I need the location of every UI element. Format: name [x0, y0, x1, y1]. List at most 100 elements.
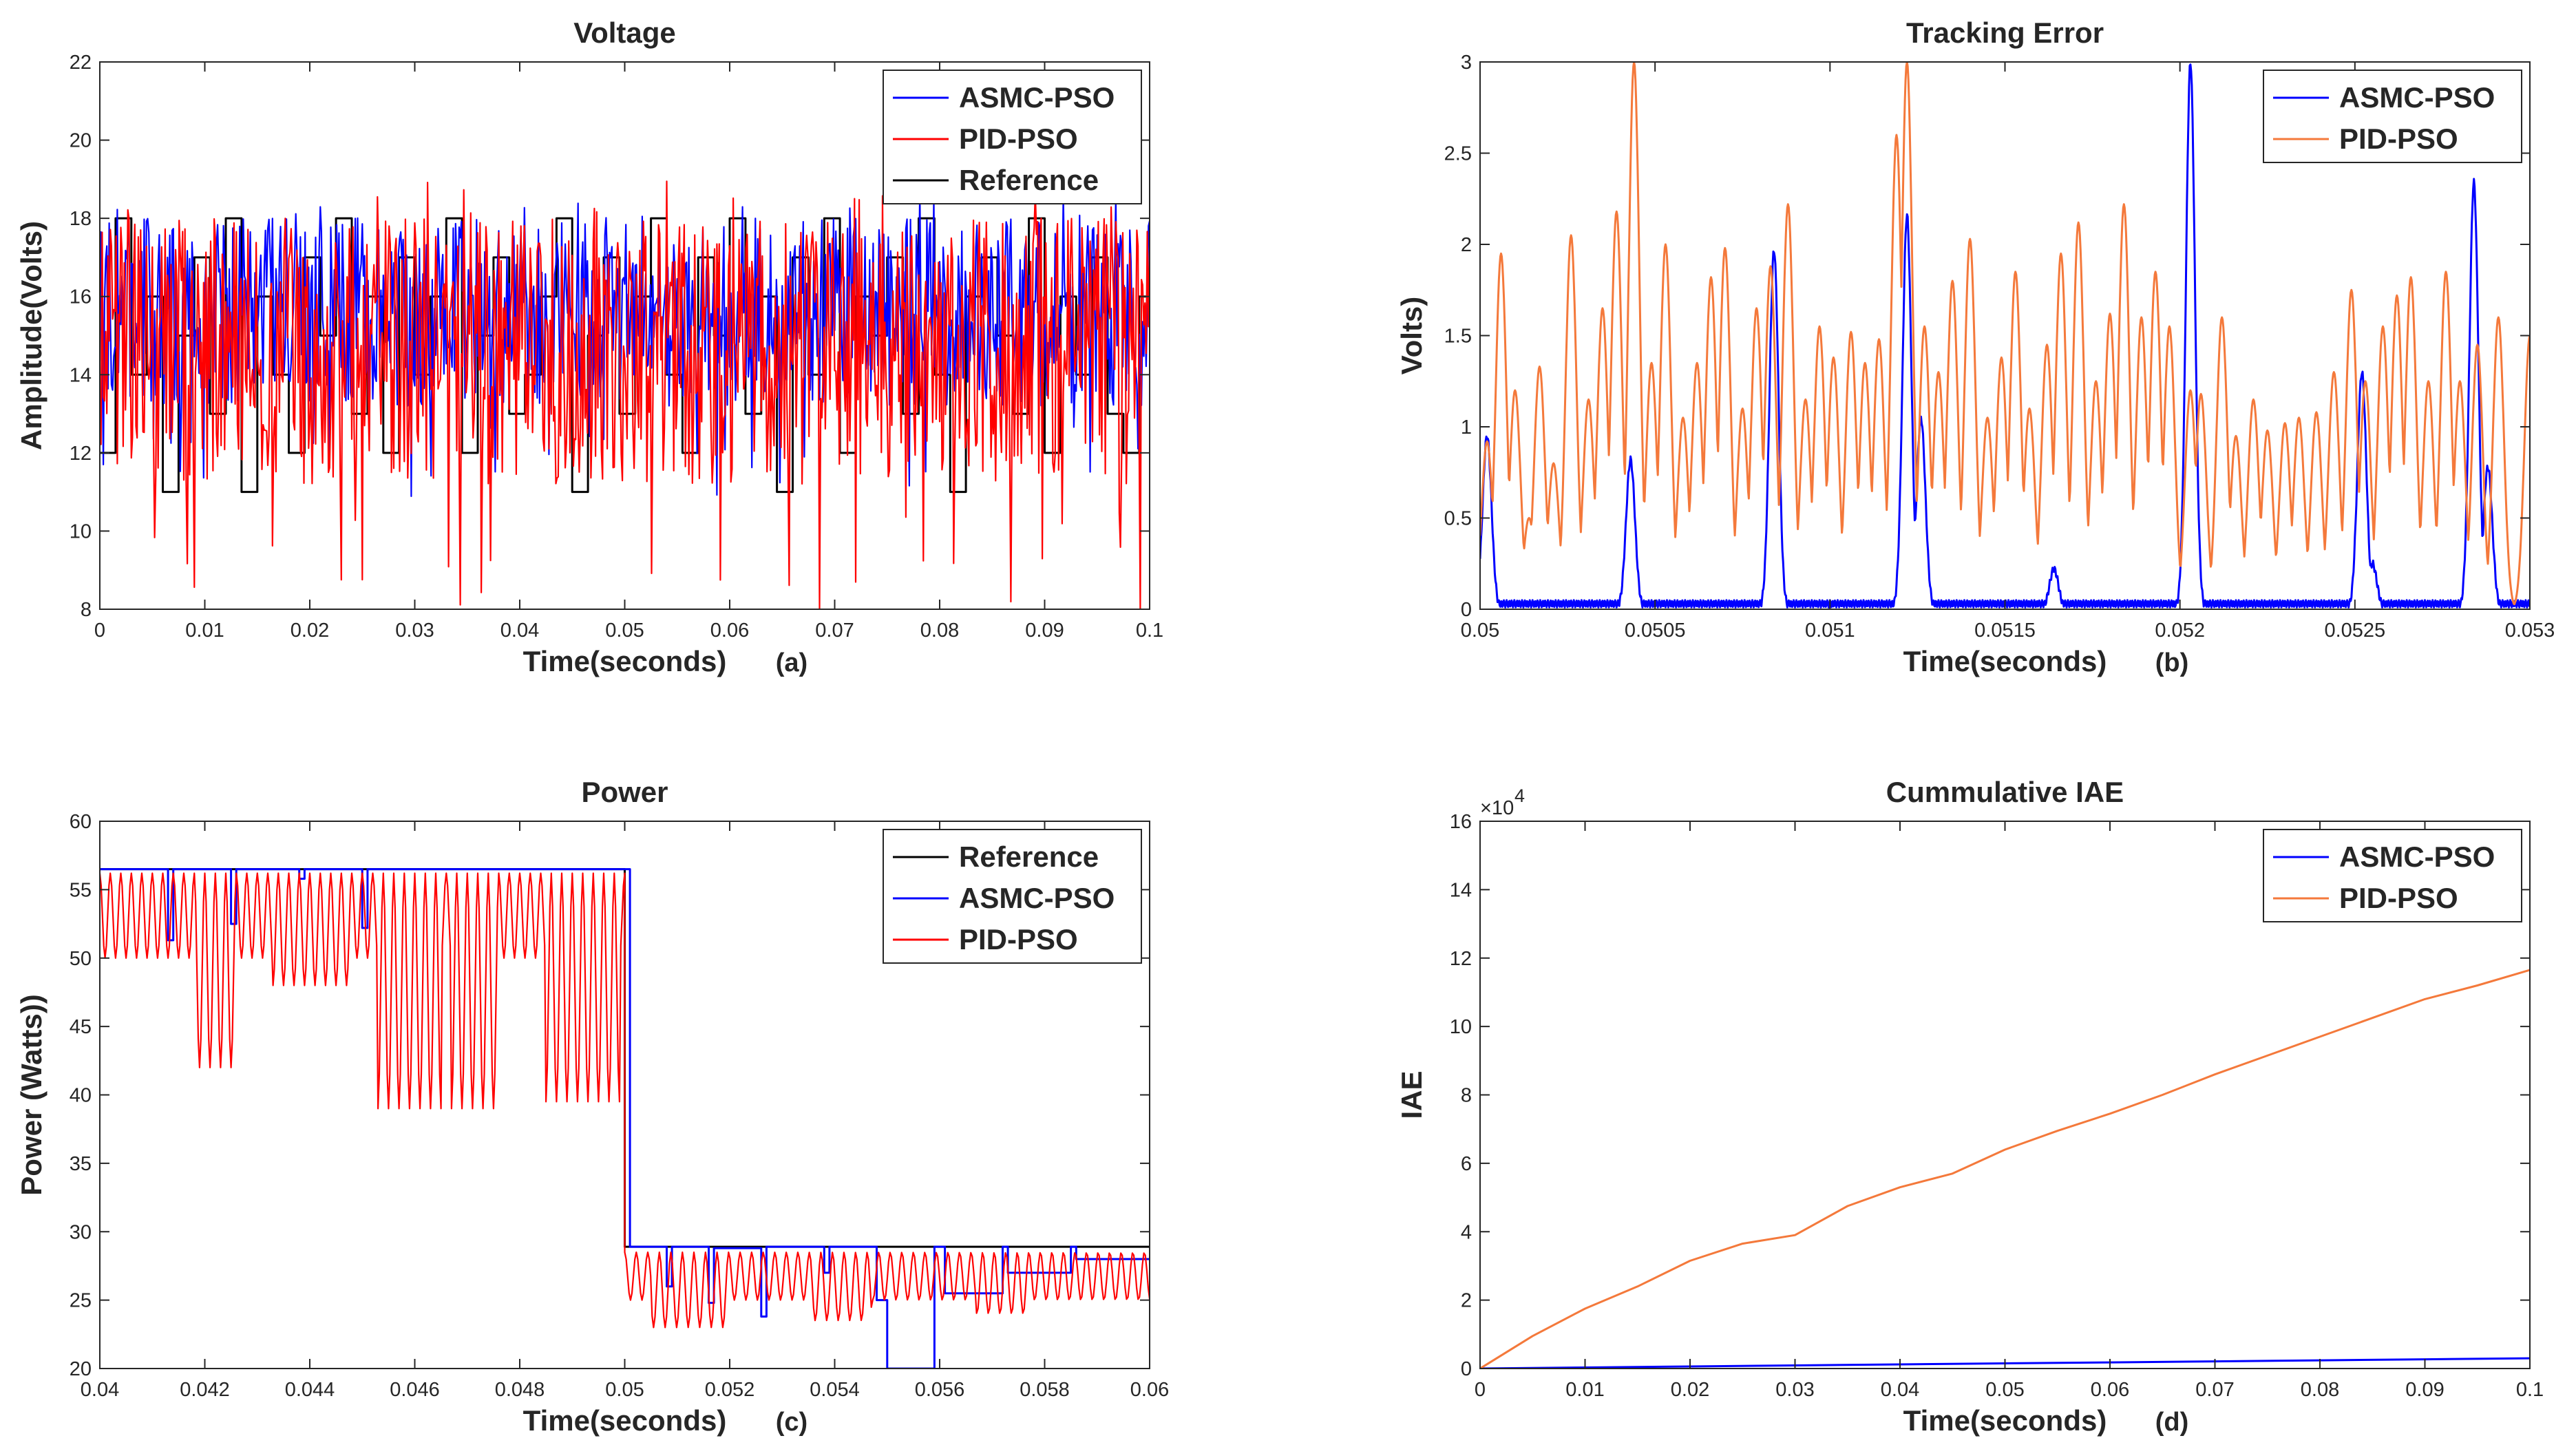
x-axis-label: Time(seconds) — [523, 1404, 727, 1437]
y-tick-label: 8 — [1461, 1085, 1472, 1107]
y-tick-label: 0 — [1461, 599, 1472, 621]
y-tick-label: 14 — [70, 364, 92, 386]
legend: ASMC-PSO PID-PSO — [2263, 70, 2522, 163]
y-tick-label: 2 — [1461, 1290, 1472, 1312]
y-tick-label: 22 — [70, 52, 92, 74]
x-tick-label: 0.053 — [2505, 620, 2555, 642]
x-tick-label: 0.0525 — [2324, 620, 2385, 642]
x-tick-label: 0.042 — [180, 1379, 230, 1401]
x-tick-label: 0 — [1475, 1379, 1486, 1401]
x-tick-label: 0.0505 — [1625, 620, 1686, 642]
legend-box — [2263, 829, 2522, 922]
x-tick-label: 0.1 — [2516, 1379, 2544, 1401]
x-tick-label: 0.048 — [495, 1379, 545, 1401]
legend-entry: PID-PSO — [959, 123, 1078, 155]
x-tick-label: 0.056 — [915, 1379, 965, 1401]
panel-label: (c) — [776, 1408, 807, 1437]
x-tick-label: 0.08 — [2301, 1379, 2339, 1401]
y-tick-label: 20 — [70, 1358, 92, 1380]
legend-entry: ASMC-PSO — [959, 81, 1115, 114]
legend-entry: Reference — [959, 841, 1099, 873]
y-tick-label: 2.5 — [1444, 143, 1472, 165]
x-tick-label: 0.07 — [815, 620, 854, 642]
y-scale-exponent: 4 — [1514, 785, 1525, 806]
x-tick-label: 0.044 — [285, 1379, 335, 1401]
x-tick-label: 0.06 — [710, 620, 749, 642]
series-line-pid-pso — [100, 180, 1150, 609]
y-tick-label: 50 — [70, 948, 92, 970]
legend-entry: ASMC-PSO — [959, 882, 1115, 914]
y-tick-label: 2 — [1461, 234, 1472, 256]
x-tick-label: 0.04 — [81, 1379, 119, 1401]
x-axis-label: Time(seconds) — [1903, 645, 2107, 677]
series-line-pid-pso — [1480, 969, 2530, 1369]
y-tick-label: 0.5 — [1444, 508, 1472, 530]
y-tick-label: 6 — [1461, 1153, 1472, 1175]
y-tick-label: 10 — [70, 520, 92, 542]
series-group — [100, 180, 1150, 609]
chart-title: Power — [581, 776, 668, 808]
chart-c: 0.04 0.042 0.044 0.046 0.048 0.05 0.052 0.054 0.… — [15, 776, 1169, 1437]
x-tick-label: 0.03 — [1775, 1379, 1814, 1401]
x-tick-label: 0.01 — [185, 620, 224, 642]
x-tick-label: 0 — [94, 620, 105, 642]
chart-d: 0 0.01 0.02 0.03 0.04 0.05 0.06 0.07 0.08 0.09 0.1… — [1395, 776, 2544, 1437]
y-tick-label: 8 — [81, 599, 92, 621]
legend-entry: ASMC-PSO — [2339, 81, 2495, 114]
x-tick-label: 0.054 — [810, 1379, 860, 1401]
y-tick-label: 12 — [1450, 948, 1472, 970]
y-axis-label: Volts) — [1395, 297, 1428, 375]
x-tick-label: 0.06 — [2091, 1379, 2129, 1401]
y-tick-label: 3 — [1461, 52, 1472, 74]
x-tick-label: 0.051 — [1805, 620, 1855, 642]
y-tick-label: 14 — [1450, 879, 1472, 901]
x-tick-label: 0.046 — [390, 1379, 440, 1401]
chart-b: 0.05 0.0505 0.051 0.0515 0.052 0.0525 0.053 0 0.… — [1395, 17, 2555, 677]
y-tick-label: 40 — [70, 1085, 92, 1107]
y-tick-label: 35 — [70, 1153, 92, 1175]
panel-label: (a) — [776, 648, 807, 677]
y-axis-label: Power (Watts)) — [15, 994, 47, 1195]
legend-entry: PID-PSO — [2339, 882, 2458, 914]
y-tick-label: 4 — [1461, 1221, 1472, 1243]
y-tick-label: 16 — [1450, 811, 1472, 833]
series-line-pid-pso — [1480, 62, 2530, 606]
x-tick-label: 0.02 — [291, 620, 329, 642]
y-tick-label: 55 — [70, 879, 92, 901]
y-tick-label: 25 — [70, 1290, 92, 1312]
y-tick-label: 12 — [70, 443, 92, 465]
y-axis-label: IAE — [1395, 1070, 1428, 1119]
x-tick-label: 0.0515 — [1974, 620, 2036, 642]
x-tick-label: 0.05 — [605, 1379, 644, 1401]
panel-label: (d) — [2155, 1408, 2189, 1437]
x-tick-label: 0.07 — [2195, 1379, 2234, 1401]
series-group — [100, 868, 1150, 1369]
chart-title: Voltage — [573, 17, 676, 49]
panel-label: (b) — [2155, 648, 2189, 677]
x-tick-label: 0.06 — [1130, 1379, 1169, 1401]
legend-entry: PID-PSO — [2339, 123, 2458, 155]
x-tick-label: 0.08 — [920, 620, 959, 642]
x-tick-label: 0.05 — [1461, 620, 1499, 642]
x-tick-label: 0.05 — [1985, 1379, 2024, 1401]
x-axis-label: Time(seconds) — [523, 645, 727, 677]
chart-title: Cummulative IAE — [1886, 776, 2124, 808]
x-tick-label: 0.01 — [1565, 1379, 1604, 1401]
y-axis-label: Amplitude(Volts) — [15, 221, 47, 450]
x-axis-label: Time(seconds) — [1903, 1404, 2107, 1437]
x-tick-label: 0.09 — [1025, 620, 1064, 642]
y-tick-label: 60 — [70, 811, 92, 833]
x-tick-label: 0.1 — [1136, 620, 1163, 642]
x-tick-label: 0.05 — [605, 620, 644, 642]
y-tick-label: 45 — [70, 1016, 92, 1038]
legend-entry: Reference — [959, 164, 1099, 196]
y-tick-label: 10 — [1450, 1016, 1472, 1038]
legend: ASMC-PSO PID-PSO Reference — [883, 70, 1142, 204]
legend: Reference ASMC-PSO PID-PSO — [883, 829, 1142, 964]
legend-box — [883, 829, 1142, 964]
legend-box — [883, 70, 1142, 204]
legend-box — [2263, 70, 2522, 163]
y-tick-label: 30 — [70, 1221, 92, 1243]
y-tick-label: 0 — [1461, 1358, 1472, 1380]
